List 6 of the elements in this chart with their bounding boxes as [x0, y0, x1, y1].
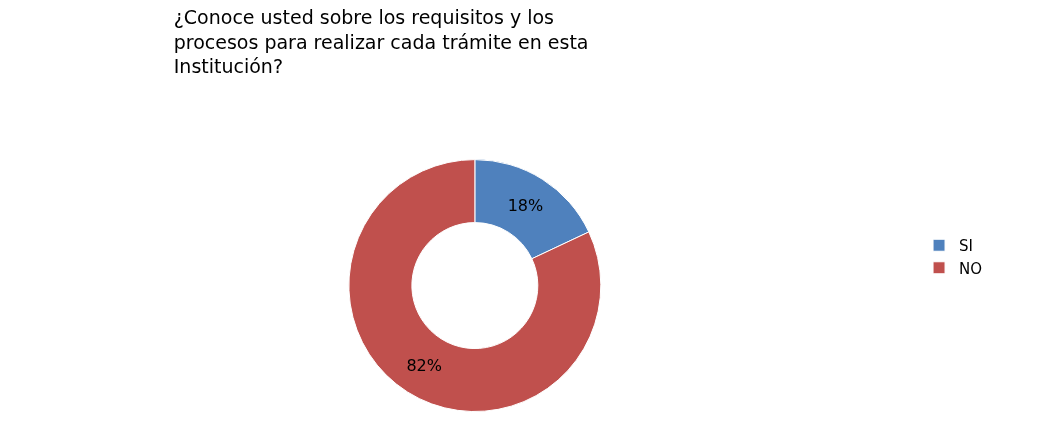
data-label: 82%	[406, 355, 443, 375]
data-label: 18%	[507, 196, 544, 216]
donut-slice	[348, 159, 602, 412]
legend-label: NO	[959, 259, 983, 278]
chart-title: ¿Conoce usted sobre los requisitos y los procesos para realizar cada trámite en esta Institución?	[173, 6, 589, 78]
legend-label: SI	[959, 237, 973, 256]
